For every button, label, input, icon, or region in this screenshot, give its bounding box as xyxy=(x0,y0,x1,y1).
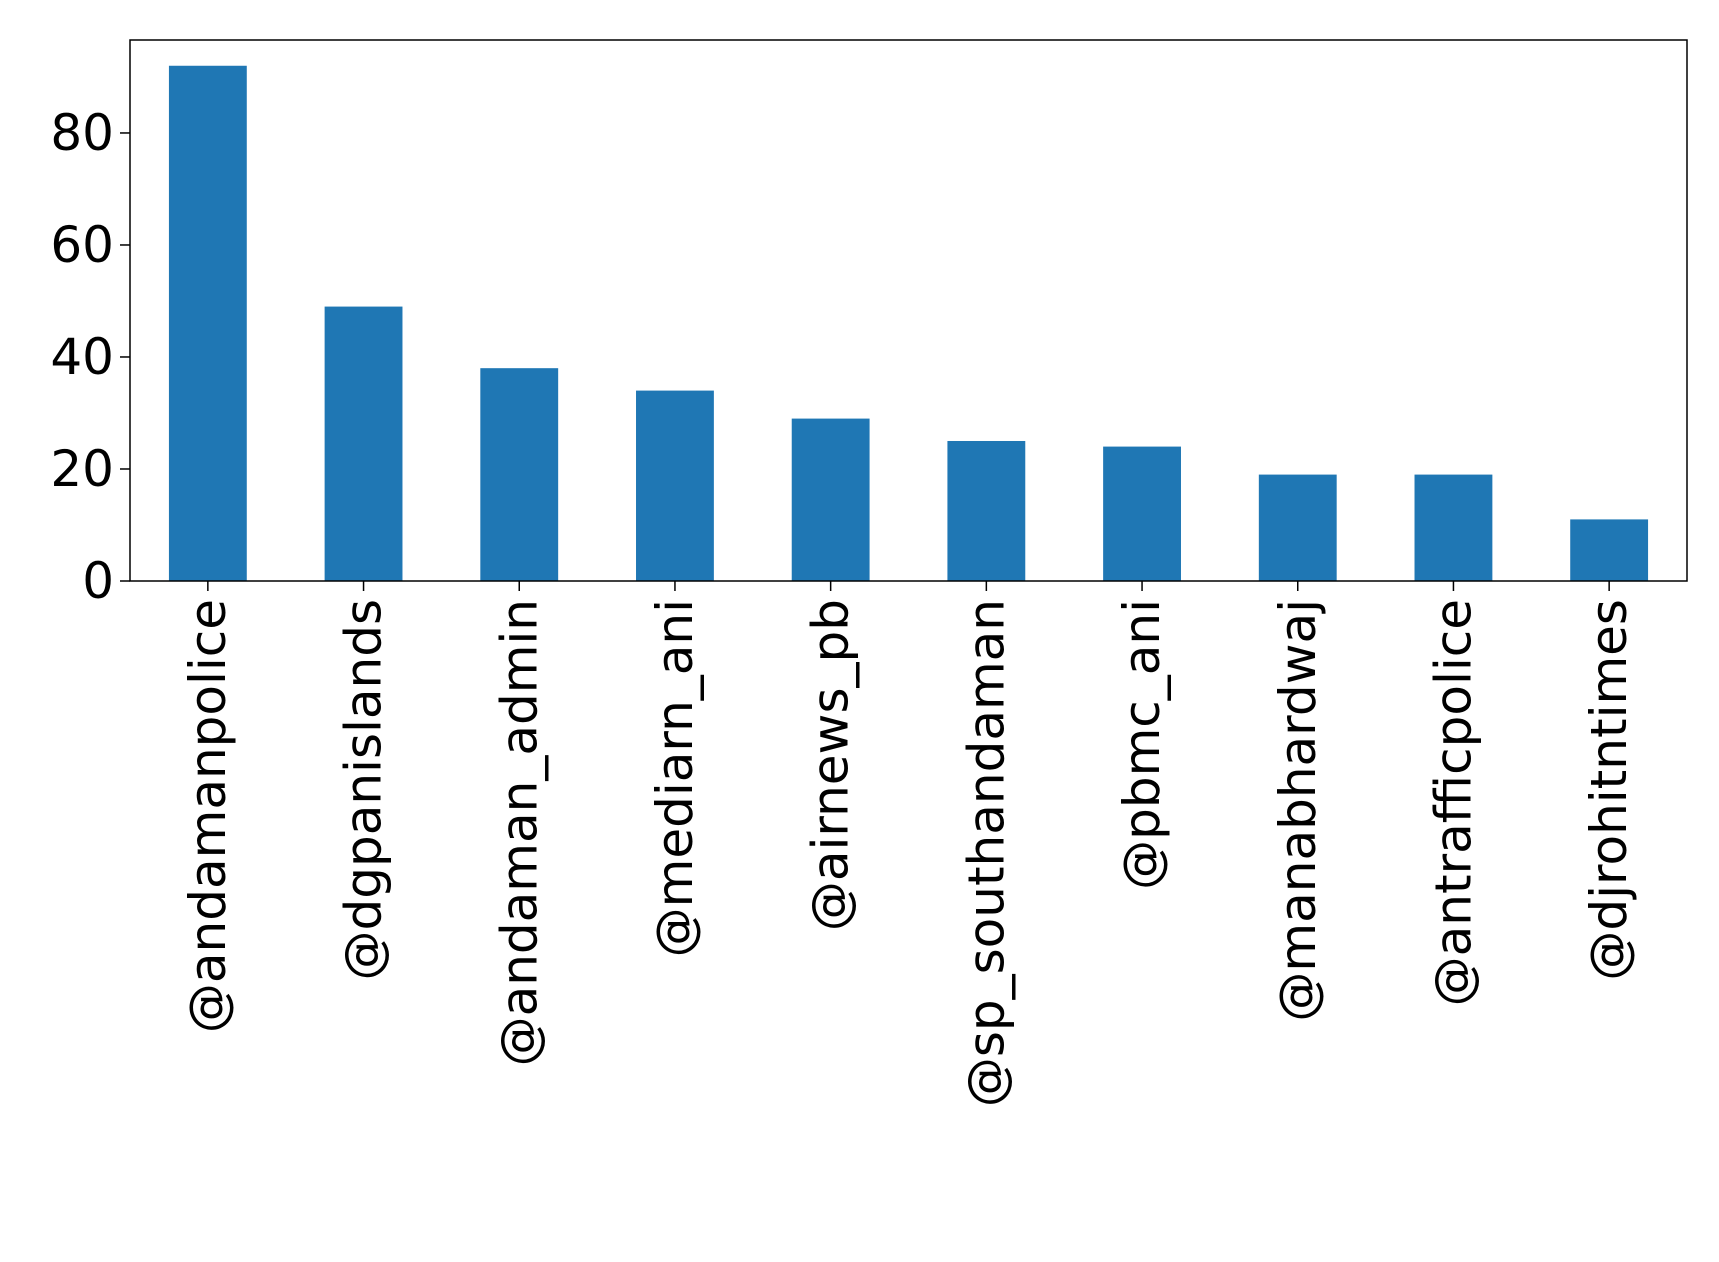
bars-layer xyxy=(168,65,1649,581)
x-tick-label: @airnews_pb xyxy=(802,599,860,931)
x-tick-label: @pbmc_ani xyxy=(1113,599,1171,890)
x-tick-label: @djrohitntimes xyxy=(1580,599,1638,981)
bar-sp-southandaman xyxy=(947,440,1026,581)
x-tick-label: @antrafficpolice xyxy=(1424,599,1482,1006)
bar-mediarn-ani xyxy=(636,390,714,581)
y-tick-label: 40 xyxy=(50,328,114,386)
bar-airnews-pb xyxy=(791,418,870,581)
plot-frame xyxy=(129,39,1688,582)
x-tick-label: @andamanpolice xyxy=(179,599,237,1033)
y-tick-label: 80 xyxy=(50,104,114,162)
x-tick-label: @mediarn_ani xyxy=(646,599,704,957)
y-tick-label: 0 xyxy=(82,552,114,610)
bar-manabhardwaj xyxy=(1258,474,1337,581)
bar-antrafficpolice xyxy=(1414,474,1493,581)
x-tick-label: @manabhardwaj xyxy=(1269,599,1327,1022)
y-axis: 0 20 40 60 80 xyxy=(50,104,130,610)
x-tick-label: @andaman_admin xyxy=(490,599,548,1066)
bar-andamanpolice xyxy=(168,65,247,581)
bar-djrohitntimes xyxy=(1570,519,1649,581)
x-tick-label: @sp_southandaman xyxy=(957,599,1015,1107)
bar-pbmc-ani xyxy=(1103,446,1181,581)
x-tick-label: @dgpanislands xyxy=(335,599,393,981)
bar-dgpanislands xyxy=(324,306,403,581)
x-axis: @andamanpolice @dgpanislands @andaman_admi… xyxy=(179,581,1638,1107)
bar-andaman-admin xyxy=(480,368,559,581)
y-tick-label: 60 xyxy=(50,216,114,274)
y-tick-label: 20 xyxy=(50,440,114,498)
